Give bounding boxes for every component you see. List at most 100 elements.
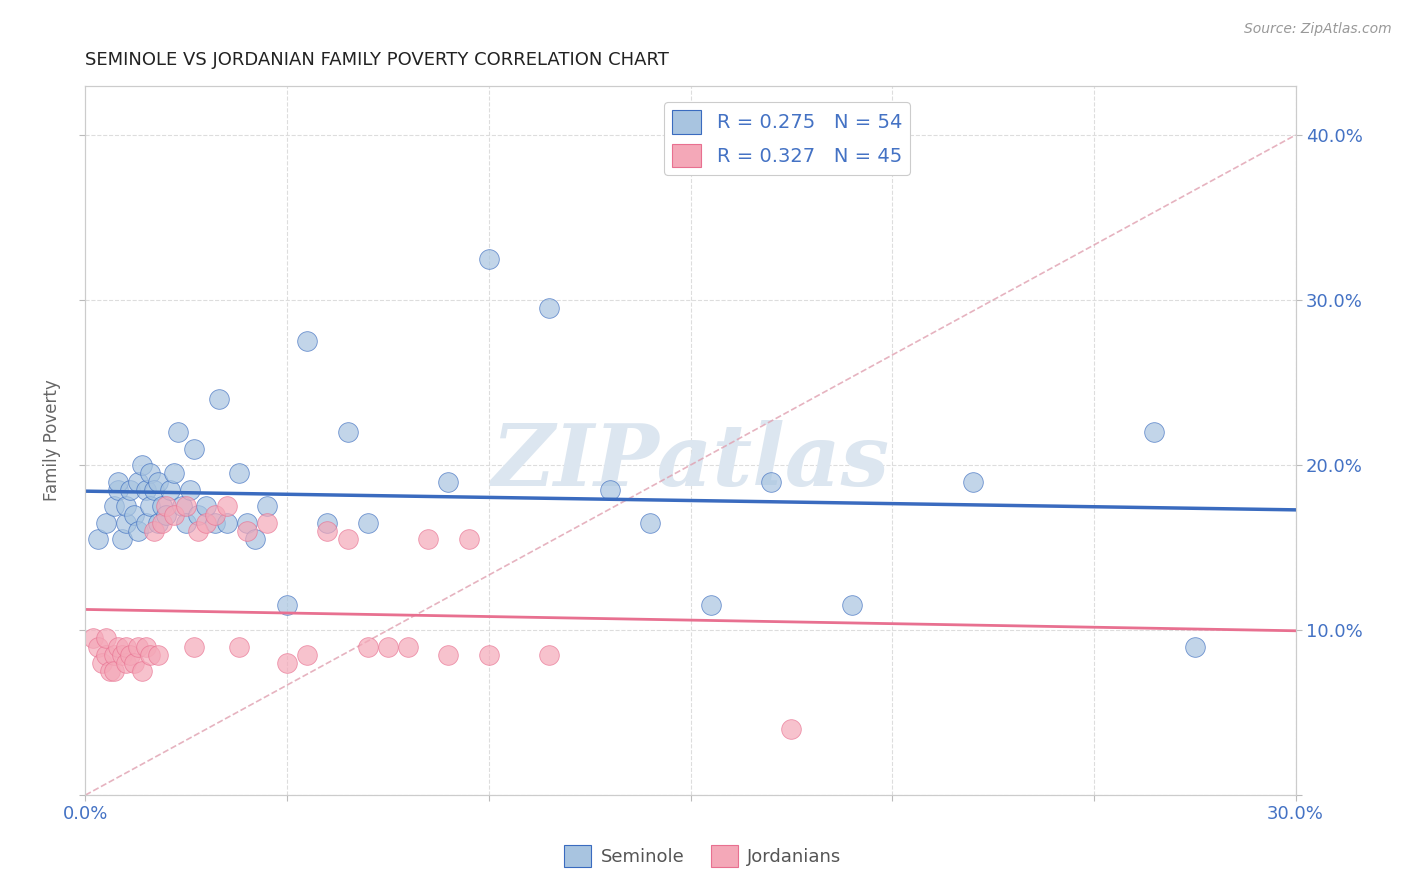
Point [135, 516, 157, 530]
Point [638, 516, 661, 530]
Point [297, 334, 319, 349]
Point [131, 665, 153, 679]
Point [437, 648, 460, 662]
Point [538, 301, 561, 316]
Point [114, 500, 136, 514]
Point [841, 599, 863, 613]
Text: Source: ZipAtlas.com: Source: ZipAtlas.com [1244, 22, 1392, 37]
Point [122, 656, 145, 670]
Point [131, 458, 153, 472]
Point [86, 533, 108, 547]
Point [172, 500, 194, 514]
Point [114, 516, 136, 530]
Point [107, 640, 129, 654]
Text: SEMINOLE VS JORDANIAN FAMILY POVERTY CORRELATION CHART: SEMINOLE VS JORDANIAN FAMILY POVERTY COR… [86, 51, 669, 69]
Point [243, 533, 266, 547]
Point [127, 475, 149, 489]
Point [111, 533, 134, 547]
Point [195, 500, 218, 514]
Point [962, 475, 984, 489]
Text: ZIPatlas: ZIPatlas [492, 420, 890, 503]
Point [135, 640, 157, 654]
Point [276, 599, 298, 613]
Point [146, 475, 169, 489]
Point [155, 500, 177, 514]
Point [122, 508, 145, 522]
Point [215, 516, 238, 530]
Point [699, 599, 721, 613]
Point [163, 508, 186, 522]
Point [396, 640, 419, 654]
Point [150, 516, 173, 530]
Point [1184, 640, 1206, 654]
Point [599, 483, 621, 497]
Point [228, 640, 250, 654]
Point [103, 665, 125, 679]
Point [127, 524, 149, 538]
Y-axis label: Family Poverty: Family Poverty [44, 379, 60, 501]
Point [478, 252, 501, 266]
Point [174, 516, 197, 530]
Point [780, 722, 803, 736]
Point [215, 500, 238, 514]
Legend: Seminole, Jordanians: Seminole, Jordanians [557, 838, 849, 874]
Point [82, 632, 104, 646]
Point [336, 533, 359, 547]
Point [167, 425, 190, 439]
Point [183, 442, 205, 456]
Point [357, 640, 380, 654]
Point [759, 475, 782, 489]
Point [139, 500, 162, 514]
Point [150, 500, 173, 514]
Point [94, 648, 117, 662]
Point [111, 648, 134, 662]
Point [204, 516, 226, 530]
Point [316, 524, 339, 538]
Point [179, 483, 201, 497]
Point [377, 640, 399, 654]
Point [127, 640, 149, 654]
Point [155, 508, 177, 522]
Point [195, 516, 218, 530]
Point [114, 656, 136, 670]
Point [163, 467, 186, 481]
Point [187, 524, 209, 538]
Point [538, 648, 561, 662]
Point [174, 500, 197, 514]
Point [478, 648, 501, 662]
Point [143, 524, 166, 538]
Point [90, 656, 112, 670]
Point [207, 392, 229, 406]
Point [139, 467, 162, 481]
Point [103, 648, 125, 662]
Point [86, 640, 108, 654]
Point [1143, 425, 1166, 439]
Point [183, 640, 205, 654]
Point [94, 516, 117, 530]
Point [457, 533, 479, 547]
Point [107, 475, 129, 489]
Point [437, 475, 460, 489]
Point [103, 500, 125, 514]
Point [118, 648, 141, 662]
Point [228, 467, 250, 481]
Point [159, 483, 181, 497]
Point [256, 500, 278, 514]
Point [114, 640, 136, 654]
Point [256, 516, 278, 530]
Point [146, 648, 169, 662]
Point [98, 665, 121, 679]
Point [336, 425, 359, 439]
Point [276, 656, 298, 670]
Legend: R = 0.275   N = 54, R = 0.327   N = 45: R = 0.275 N = 54, R = 0.327 N = 45 [665, 103, 910, 175]
Point [118, 483, 141, 497]
Point [146, 516, 169, 530]
Point [316, 516, 339, 530]
Point [236, 516, 259, 530]
Point [204, 508, 226, 522]
Point [135, 483, 157, 497]
Point [187, 508, 209, 522]
Point [139, 648, 162, 662]
Point [107, 483, 129, 497]
Point [297, 648, 319, 662]
